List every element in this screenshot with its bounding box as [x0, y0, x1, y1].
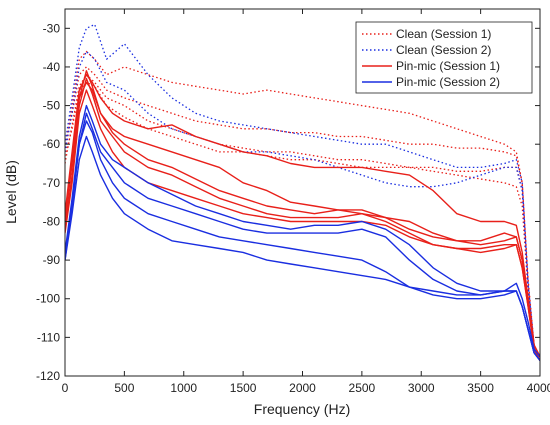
- series-line-8: [65, 77, 540, 361]
- x-tick-label: 4000: [527, 381, 550, 395]
- y-tick-label: -120: [36, 369, 60, 383]
- legend-label: Clean (Session 2): [396, 43, 491, 57]
- y-tick-label: -110: [37, 330, 60, 344]
- series-line-3: [65, 74, 540, 358]
- y-tick-label: -80: [43, 214, 61, 228]
- y-axis-label: Level (dB): [3, 160, 19, 224]
- series-line-1: [65, 50, 540, 357]
- x-tick-label: 1500: [230, 381, 257, 395]
- x-tick-label: 2500: [349, 381, 376, 395]
- legend-label: Pin-mic (Session 2): [396, 75, 500, 89]
- legend-box: [355, 21, 533, 94]
- series-line-6: [65, 50, 540, 361]
- series-line-2: [65, 66, 540, 357]
- series-line-5: [65, 23, 540, 357]
- x-tick-label: 1000: [170, 381, 197, 395]
- x-tick-label: 2000: [289, 381, 316, 395]
- series-line-4: [65, 81, 540, 358]
- series-line-15: [65, 135, 540, 361]
- legend-label: Clean (Session 1): [396, 27, 491, 41]
- y-tick-label: -30: [43, 21, 61, 35]
- series-line-11: [65, 89, 540, 361]
- legend: Clean (Session 1) Clean (Session 2) Pin-mi…: [355, 21, 533, 94]
- y-tick-label: -70: [43, 176, 61, 190]
- series-line-12: [65, 104, 540, 358]
- x-ticks: 0 500 1000 1500 2000 2500 3000 3500 4000: [62, 9, 550, 395]
- series-line-13: [65, 112, 540, 361]
- series-line-14: [65, 120, 540, 361]
- series-line-9: [65, 73, 540, 358]
- y-ticks: -30 -40 -50 -60 -70 -80 -90 -100 -110 -120: [36, 21, 540, 383]
- series-layer: [65, 23, 540, 361]
- x-tick-label: 3000: [408, 381, 435, 395]
- y-tick-label: -60: [43, 137, 61, 151]
- y-tick-label: -50: [43, 99, 61, 113]
- y-tick-label: -100: [36, 292, 60, 306]
- legend-label: Pin-mic (Session 1): [396, 59, 500, 73]
- y-tick-label: -40: [43, 60, 61, 74]
- x-tick-label: 500: [114, 381, 134, 395]
- x-axis-label: Frequency (Hz): [254, 401, 350, 417]
- y-tick-label: -90: [43, 253, 61, 267]
- x-tick-label: 0: [62, 381, 69, 395]
- series-line-10: [65, 81, 540, 358]
- x-tick-label: 3500: [467, 381, 494, 395]
